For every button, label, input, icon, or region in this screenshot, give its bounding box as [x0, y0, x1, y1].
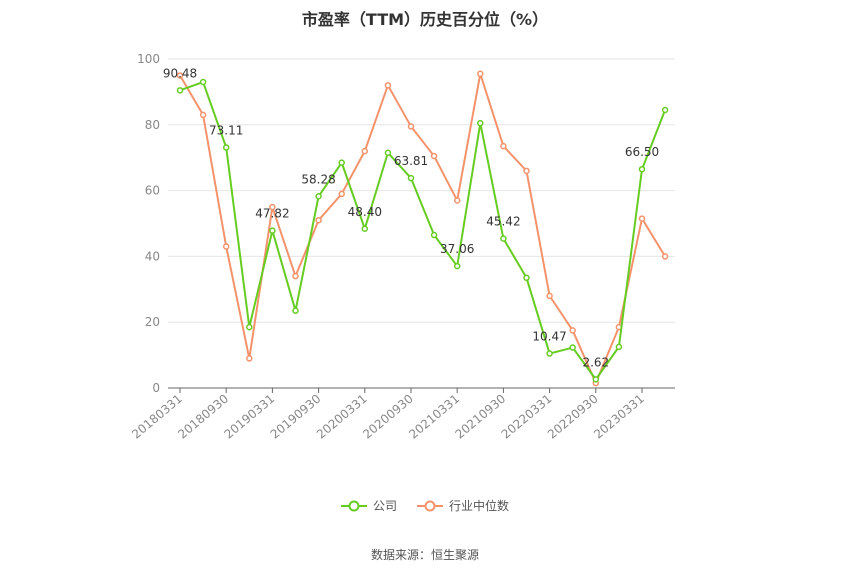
x-tick-label: 20210331	[406, 392, 462, 442]
series-point-0	[592, 376, 600, 383]
series-point-0	[430, 231, 438, 239]
legend-industry-marker	[417, 500, 443, 511]
series-point-0	[523, 274, 530, 282]
data-label: 37.06	[440, 242, 474, 256]
x-tick-label: 20210930	[453, 392, 509, 442]
x-tick-label: 20220930	[545, 392, 601, 442]
x-tick-label: 20190930	[268, 392, 324, 442]
legend-item-company[interactable]: 公司	[340, 497, 397, 514]
chart-title: 市盈率（TTM）历史百分位（%）	[301, 10, 549, 29]
source-note: 数据来源：恒生聚源	[370, 548, 479, 562]
series-point-0	[569, 344, 576, 351]
series-point-0	[477, 119, 484, 127]
legend-item-industry-median[interactable]: 行业中位数	[417, 497, 509, 514]
series-point-0	[199, 78, 207, 86]
series-point-0	[407, 174, 415, 182]
series-point-0	[453, 262, 461, 270]
series-line-1	[179, 72, 666, 385]
series-point-0	[338, 159, 345, 166]
legend-label-industry-median: 行业中位数	[449, 499, 510, 513]
legend-company-marker	[340, 500, 367, 511]
series-point-1	[222, 243, 230, 250]
x-tick-label: 20180331	[129, 392, 185, 442]
series-point-1	[523, 167, 530, 175]
y-tick-label: 100	[137, 52, 160, 66]
series-point-0	[176, 87, 184, 94]
series-point-0	[292, 307, 299, 314]
x-tick-label: 20190331	[222, 392, 278, 442]
series-point-1	[638, 215, 646, 222]
x-tick-label: 20200930	[360, 392, 416, 442]
series-point-1	[384, 82, 392, 89]
series-point-0	[246, 323, 253, 331]
data-label: 47.82	[255, 207, 289, 221]
x-tick-label: 20230331	[591, 392, 647, 442]
data-label: 2.62	[582, 355, 609, 369]
series-point-1	[199, 111, 207, 119]
series-point-0	[315, 193, 322, 200]
series-point-1	[338, 190, 345, 198]
y-tick-label: 80	[145, 118, 160, 132]
series-point-1	[477, 70, 484, 78]
series-point-1	[361, 147, 369, 155]
data-label: 45.42	[486, 215, 520, 229]
series-point-1	[569, 327, 576, 334]
x-tick-label: 20220331	[499, 392, 555, 442]
data-label: 63.81	[394, 154, 428, 168]
series-point-0	[661, 106, 669, 114]
y-tick-label: 20	[145, 315, 160, 329]
series-point-1	[430, 152, 438, 160]
series-point-1	[292, 272, 299, 280]
data-label: 90.48	[163, 66, 197, 80]
line-chart: 0 20 40 60 80 100 2018033120180930201903312019…	[129, 52, 675, 442]
series-point-0	[269, 227, 276, 234]
series-point-1	[546, 292, 553, 300]
series-point-1	[661, 253, 669, 260]
series-line-0	[179, 81, 667, 381]
y-tick-label: 40	[145, 249, 160, 263]
legend-label-company: 公司	[372, 499, 397, 513]
series-point-0	[546, 350, 553, 357]
legend: 公司 行业中位数	[0, 497, 850, 514]
series-point-0	[222, 144, 230, 151]
series-point-1	[246, 355, 253, 362]
data-label: 10.47	[532, 330, 566, 344]
data-label: 48.40	[348, 205, 382, 219]
x-tick-label: 20180930	[175, 392, 231, 442]
series-point-1	[500, 142, 507, 150]
series-point-1	[407, 123, 415, 130]
series-point-0	[500, 235, 507, 242]
data-label: 73.11	[209, 123, 243, 137]
series-point-0	[615, 343, 623, 351]
series-point-1	[176, 72, 184, 79]
series-point-1	[269, 203, 276, 211]
series-point-1	[315, 216, 322, 224]
x-tick-label: 20200331	[314, 392, 370, 442]
y-tick-label: 0	[152, 381, 160, 395]
series-point-0	[384, 149, 392, 157]
series-point-0	[638, 165, 646, 173]
series-point-1	[453, 197, 461, 204]
data-label: 58.28	[301, 172, 335, 186]
y-tick-label: 60	[145, 184, 160, 198]
data-label: 66.50	[625, 145, 659, 159]
series-point-0	[361, 225, 369, 233]
